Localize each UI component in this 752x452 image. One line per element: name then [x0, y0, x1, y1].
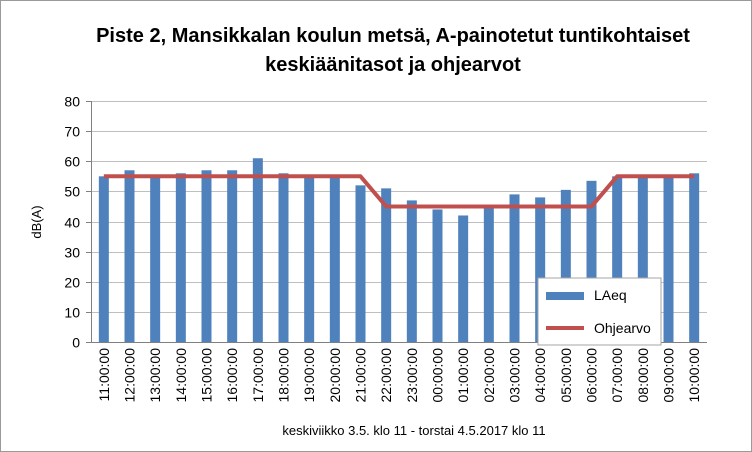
x-tick-label: 05:00:00 — [558, 348, 574, 403]
x-tick-label: 13:00:00 — [147, 348, 163, 403]
x-tick-label: 02:00:00 — [481, 348, 497, 403]
bar-laeq-4 — [201, 170, 212, 342]
chart-title-line-1: Piste 2, Mansikkalan koulun metsä, A-pai… — [96, 25, 690, 47]
bar-laeq-10 — [355, 185, 366, 342]
x-tick-label: 23:00:00 — [404, 348, 420, 403]
bar-laeq-17 — [535, 197, 546, 342]
bar-laeq-11 — [381, 188, 392, 342]
bar-laeq-19 — [586, 180, 597, 342]
x-tick-label: 04:00:00 — [532, 348, 548, 403]
x-axis-ticks: 11:00:00 12:00:00 13:00:00 14:00:00 15:00:00… — [96, 348, 702, 403]
bar-laeq-22 — [663, 176, 674, 342]
bar-laeq-20 — [612, 176, 623, 342]
chart-title-line-2: keskiäänitasot ja ohjearvot — [265, 54, 521, 76]
bar-laeq-18 — [560, 189, 571, 342]
bar-laeq-0 — [98, 176, 109, 342]
x-tick-label: 17:00:00 — [250, 348, 266, 403]
bar-series — [98, 158, 700, 342]
bar-laeq-15 — [483, 206, 494, 342]
x-tick-label: 12:00:00 — [122, 348, 138, 403]
y-tick-label: 20 — [64, 275, 80, 291]
x-tick-label: 11:00:00 — [96, 348, 112, 402]
y-tick-label: 10 — [64, 305, 80, 321]
bar-laeq-13 — [432, 209, 443, 342]
bar-laeq-16 — [509, 194, 520, 342]
line-ohjearvo — [103, 174, 695, 209]
x-tick-label: 00:00:00 — [430, 348, 446, 403]
bar-laeq-9 — [329, 176, 340, 342]
bar-laeq-21 — [637, 176, 648, 342]
legend-label-laeq: LAeq — [594, 287, 627, 303]
bar-laeq-12 — [406, 200, 417, 342]
legend: LAeq Ohjearvo — [537, 277, 662, 346]
bar-laeq-6 — [252, 158, 263, 342]
legend-box — [537, 277, 662, 346]
bar-laeq-23 — [689, 173, 700, 342]
x-tick-label: 22:00:00 — [378, 348, 394, 403]
bar-laeq-5 — [227, 170, 238, 342]
bar-laeq-8 — [304, 176, 315, 342]
y-tick-label: 70 — [64, 124, 80, 140]
x-tick-label: 18:00:00 — [276, 348, 292, 403]
x-axis-label: keskiviikko 3.5. klo 11 - torstai 4.5.20… — [282, 423, 545, 438]
x-tick-label: 14:00:00 — [173, 348, 189, 403]
bar-laeq-2 — [150, 176, 161, 342]
x-tick-label: 19:00:00 — [301, 348, 317, 403]
x-tick-label: 03:00:00 — [507, 348, 523, 403]
line-series — [103, 174, 695, 209]
x-tick-label: 16:00:00 — [224, 348, 240, 403]
x-tick-label: 08:00:00 — [635, 348, 651, 403]
y-tick-label: 40 — [64, 215, 80, 231]
y-tick-label: 80 — [64, 94, 80, 110]
x-tick-label: 01:00:00 — [455, 348, 471, 403]
y-axis-label: dB(A) — [29, 205, 44, 238]
gridlines — [86, 101, 707, 343]
x-tick-label: 15:00:00 — [199, 348, 215, 403]
x-tick-label: 21:00:00 — [353, 348, 369, 403]
bar-laeq-3 — [175, 173, 186, 342]
bar-laeq-7 — [278, 173, 289, 342]
x-tick-label: 06:00:00 — [584, 348, 600, 403]
y-tick-label: 60 — [64, 154, 80, 170]
bar-laeq-1 — [124, 170, 135, 342]
legend-label-ohjearvo: Ohjearvo — [594, 320, 651, 336]
x-tick-label: 09:00:00 — [661, 348, 677, 403]
y-tick-label: 30 — [64, 245, 80, 261]
y-axis-ticks: 0 10 20 30 40 50 60 70 80 — [64, 94, 80, 351]
x-tick-label: 10:00:00 — [686, 348, 702, 403]
y-tick-label: 50 — [64, 184, 80, 200]
x-tick-label: 20:00:00 — [327, 348, 343, 403]
bar-laeq-14 — [458, 215, 469, 342]
legend-swatch-laeq — [546, 292, 584, 300]
y-tick-label: 0 — [72, 335, 80, 351]
x-tick-label: 07:00:00 — [609, 348, 625, 403]
